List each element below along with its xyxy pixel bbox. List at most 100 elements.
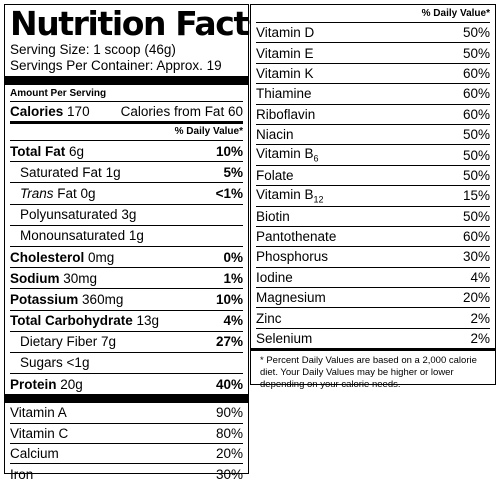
divider-thick	[5, 394, 248, 404]
vitamin-label: Biotin	[256, 208, 290, 224]
vitamin-pct: 20%	[462, 290, 490, 306]
vitamin-pct: 20%	[215, 446, 243, 462]
nutrient-amount: Fat 0g	[57, 185, 96, 201]
vitamin-pct: 30%	[215, 466, 243, 482]
vitamin-label: Selenium	[256, 331, 313, 347]
vitamin-pct: 50%	[462, 208, 490, 224]
vitamin-label: Folate	[256, 167, 294, 183]
nutrient-amount: 6g	[69, 143, 85, 159]
nutrient-label: Sodium	[10, 270, 60, 286]
nutrition-facts-main-panel: Nutrition Facts Serving Size: 1 scoop (4…	[4, 4, 267, 482]
vitamin-pct: 90%	[215, 405, 243, 421]
nutrient-row-monounsaturated: Monounsaturated 1g	[10, 226, 243, 247]
vitamin-row-folate: Folate 50%	[256, 166, 490, 187]
vitamin-label: Vitamin B	[256, 146, 314, 162]
nutrient-row-trans-fat: Trans Fat 0g <1%	[10, 183, 243, 205]
vitamin-label: Vitamin A	[10, 405, 67, 421]
vitamins-minerals-panel: % Daily Value* Vitamin D 50% Vitamin E 5…	[250, 4, 496, 390]
vitamin-row-vitamin-c: Vitamin C 80%	[10, 424, 243, 445]
nutrient-label: Potassium	[10, 291, 79, 307]
nutrient-row-saturated-fat: Saturated Fat 1g 5%	[10, 162, 243, 184]
nutrient-row-total-carbohydrate: Total Carbohydrate 13g 4%	[10, 311, 243, 332]
vitamin-label: Vitamin D	[256, 25, 315, 41]
vitamin-label: Vitamin K	[256, 65, 314, 81]
vitamin-label: Vitamin E	[256, 45, 314, 61]
vitamin-label: Iron	[10, 466, 34, 482]
vitamin-pct: 50%	[462, 45, 490, 61]
nutrient-label: Polyunsaturated	[20, 207, 118, 223]
nutrient-amount: 1g	[128, 228, 144, 244]
nutrient-pct: 1%	[223, 270, 243, 286]
vitamin-label: Magnesium	[256, 290, 326, 306]
vitamin-row-magnesium: Magnesium 20%	[256, 288, 490, 309]
vitamin-pct: 60%	[462, 86, 490, 102]
vitamin-subscript: 12	[313, 194, 324, 205]
nutrient-pct: 4%	[223, 313, 243, 329]
calories-label: Calories	[10, 104, 64, 119]
vitamin-label: Thiamine	[256, 86, 312, 102]
nutrient-row-polyunsaturated: Polyunsaturated 3g	[10, 205, 243, 226]
vitamin-row-calcium: Calcium 20%	[10, 444, 243, 465]
nutrient-row-sugars: Sugars <1g	[10, 353, 243, 375]
vitamin-row-riboflavin: Riboflavin 60%	[256, 105, 490, 125]
nutrient-row-potassium: Potassium 360mg 10%	[10, 289, 243, 311]
vitamin-label: Iodine	[256, 269, 293, 285]
vitamin-subscript: 6	[313, 153, 319, 164]
nutrient-row-sodium: Sodium 30mg 1%	[10, 268, 243, 290]
nutrient-label: Trans	[20, 185, 54, 201]
vitamin-pct: 50%	[462, 167, 490, 183]
vitamin-pct: 2%	[470, 310, 490, 326]
vitamin-label: Calcium	[10, 446, 59, 462]
daily-value-header: % Daily Value*	[10, 124, 243, 141]
daily-value-header: % Daily Value*	[256, 5, 490, 23]
vitamin-row-selenium: Selenium 2%	[256, 329, 490, 348]
nutrient-amount: 3g	[121, 207, 137, 223]
vitamin-row-vitamin-b12: Vitamin B12 15%	[256, 186, 490, 207]
vitamin-row-pantothenate: Pantothenate 60%	[256, 227, 490, 248]
vitamin-pct: 50%	[462, 127, 490, 143]
calories-row: Calories 170 Calories from Fat 60	[10, 102, 243, 124]
nutrient-amount: 7g	[101, 334, 117, 350]
nutrient-pct: 10%	[215, 291, 243, 307]
nutrient-pct: 10%	[215, 143, 243, 159]
calories-from-fat-value: 60	[227, 104, 243, 119]
nutrient-label: Monounsaturated	[20, 228, 126, 244]
vitamin-label: Vitamin C	[10, 425, 69, 441]
nutrient-row-total-fat: Total Fat 6g 10%	[10, 141, 243, 163]
vitamin-row-vitamin-a: Vitamin A 90%	[10, 403, 243, 424]
vitamin-pct: 15%	[462, 188, 490, 204]
vitamin-row-phosphorus: Phosphorus 30%	[256, 247, 490, 268]
nutrient-pct: 5%	[223, 164, 243, 180]
amount-per-serving-label: Amount Per Serving	[10, 85, 243, 102]
vitamin-pct: 4%	[470, 269, 490, 285]
vitamin-row-iodine: Iodine 4%	[256, 268, 490, 289]
nutrient-amount: 1g	[105, 164, 121, 180]
vitamin-pct: 60%	[462, 106, 490, 122]
nutrient-row-protein: Protein 20g 40%	[10, 374, 243, 394]
nutrient-label: Sugars	[20, 355, 63, 371]
nutrient-amount: 13g	[136, 313, 160, 329]
vitamin-row-vitamin-b6: Vitamin B6 50%	[256, 145, 490, 166]
vitamin-pct: 80%	[215, 425, 243, 441]
nutrient-pct: <1%	[215, 185, 243, 201]
daily-value-footnote: * Percent Daily Values are based on a 2,…	[251, 348, 495, 391]
servings-per-container: Servings Per Container: Approx. 19	[10, 58, 222, 73]
nutrient-amount: 30mg	[63, 270, 98, 286]
calories-from-fat-label: Calories from Fat	[120, 104, 225, 119]
nutrient-label: Dietary Fiber	[20, 334, 98, 350]
vitamin-pct: 60%	[462, 229, 490, 245]
vitamin-pct: 50%	[462, 25, 490, 41]
nutrient-amount: 20g	[60, 376, 83, 392]
vitamin-label: Phosphorus	[256, 249, 329, 265]
nutrient-label: Cholesterol	[10, 249, 85, 265]
nutrient-amount: <1g	[66, 355, 90, 371]
vitamin-row-biotin: Biotin 50%	[256, 207, 490, 227]
calories-value: 170	[67, 104, 90, 119]
vitamin-row-vitamin-e: Vitamin E 50%	[256, 43, 490, 64]
vitamin-label: Zinc	[256, 310, 282, 326]
vitamin-pct: 60%	[462, 65, 490, 81]
nutrient-label: Protein	[10, 376, 57, 392]
vitamin-pct: 50%	[462, 147, 490, 163]
vitamin-label: Niacin	[256, 127, 294, 143]
nutrient-label: Total Fat	[10, 143, 66, 159]
